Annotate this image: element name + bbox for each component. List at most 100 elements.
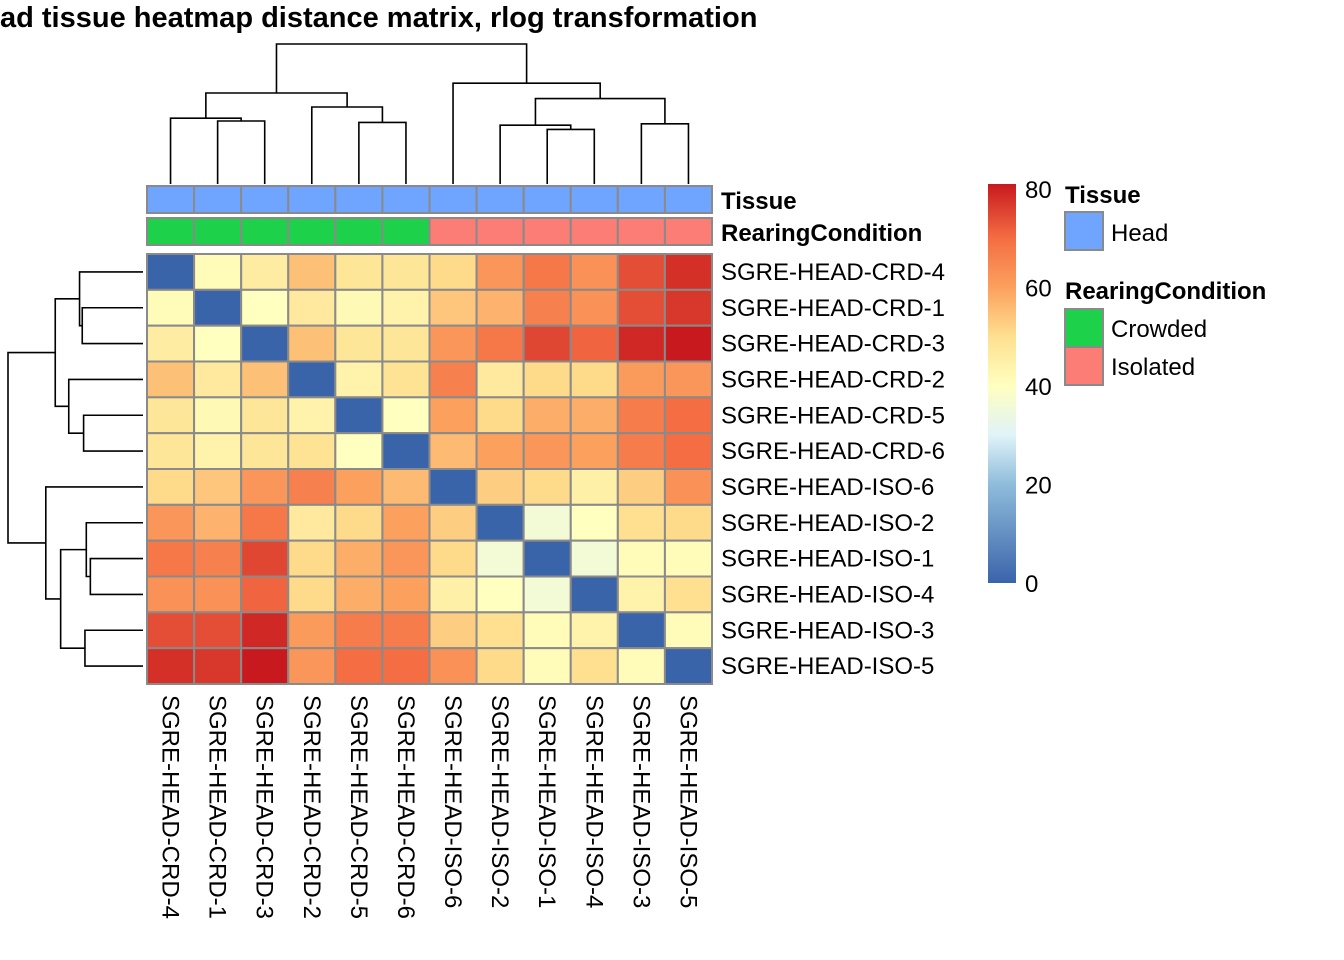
heatmap-cell — [193, 647, 243, 686]
rearing-annotation-cell — [522, 217, 572, 246]
heatmap-cell — [240, 611, 290, 650]
heatmap-cell — [616, 468, 666, 506]
heatmap-cell — [663, 432, 714, 470]
column-label: SGRE-HEAD-ISO-5 — [674, 695, 701, 908]
heatmap-cell — [146, 647, 196, 686]
heatmap-cell — [193, 288, 243, 327]
heatmap-cell — [475, 611, 525, 650]
heatmap-cell — [381, 575, 431, 614]
heatmap-cell — [146, 432, 196, 470]
row-label: SGRE-HEAD-CRD-4 — [721, 259, 945, 286]
heatmap-cell — [428, 432, 478, 470]
column-dendrogram-branch — [275, 43, 528, 93]
row-dendrogram-branch — [67, 378, 143, 434]
heatmap-cell — [334, 611, 384, 650]
column-label: SGRE-HEAD-ISO-6 — [439, 695, 466, 908]
row-dendrogram-branch — [81, 306, 143, 345]
heatmap-cell — [381, 539, 431, 578]
heatmap-cell — [522, 575, 572, 614]
heatmap-cell — [193, 253, 243, 291]
tissue-annotation-cell — [193, 185, 243, 214]
heatmap-cell — [334, 647, 384, 686]
heatmap-cell — [569, 468, 619, 506]
heatmap-cell — [287, 647, 337, 686]
heatmap-cell — [569, 539, 619, 578]
column-label: SGRE-HEAD-CRD-4 — [157, 695, 184, 919]
heatmap-cell — [475, 503, 525, 542]
heatmap-cell — [569, 611, 619, 650]
rearing-legend-label: Isolated — [1111, 354, 1195, 381]
rearing-legend-swatch — [1064, 346, 1104, 386]
heatmap-cell — [240, 432, 290, 470]
heatmap-cell — [475, 647, 525, 686]
heatmap-cell — [428, 575, 478, 614]
heatmap-cell — [193, 503, 243, 542]
heatmap-cell — [428, 396, 478, 435]
rearing-annotation-cell — [287, 217, 337, 246]
heatmap-cell — [334, 468, 384, 506]
heatmap-cell — [381, 253, 431, 291]
heatmap-cell — [522, 288, 572, 327]
column-dendrogram-branch — [640, 123, 690, 184]
colorbar — [988, 184, 1016, 583]
rearing-annotation-cell — [569, 217, 619, 246]
row-label: SGRE-HEAD-ISO-3 — [721, 617, 934, 644]
heatmap-cell — [240, 575, 290, 614]
tissue-annotation-cell — [240, 185, 290, 214]
row-label: SGRE-HEAD-CRD-3 — [721, 331, 945, 358]
heatmap-cell — [616, 396, 666, 435]
heatmap-cell — [663, 360, 714, 399]
heatmap-cell — [616, 611, 666, 650]
heatmap-cell — [475, 253, 525, 291]
heatmap-cell — [334, 432, 384, 470]
heatmap-cell — [240, 539, 290, 578]
row-label: SGRE-HEAD-CRD-6 — [721, 438, 945, 465]
heatmap-cell — [193, 468, 243, 506]
heatmap-cell — [146, 253, 196, 291]
heatmap-cell — [569, 288, 619, 327]
row-label: SGRE-HEAD-ISO-1 — [721, 546, 934, 573]
row-label: SGRE-HEAD-CRD-5 — [721, 402, 945, 429]
tissue-annotation-cell — [616, 185, 666, 214]
heatmap-cell — [428, 611, 478, 650]
heatmap-cell — [475, 575, 525, 614]
heatmap-cell — [569, 324, 619, 363]
heatmap-cell — [334, 253, 384, 291]
rearing-legend-swatch — [1064, 308, 1104, 348]
heatmap-cell — [522, 360, 572, 399]
heatmap-cell — [193, 611, 243, 650]
column-label: SGRE-HEAD-ISO-2 — [486, 695, 513, 908]
heatmap-cell — [287, 324, 337, 363]
heatmap-cell — [287, 253, 337, 291]
heatmap-cell — [146, 468, 196, 506]
tissue-annotation-cell — [663, 185, 714, 214]
heatmap-cell — [475, 396, 525, 435]
tissue-annotation-cell — [146, 185, 196, 214]
tissue-annotation-cell — [428, 185, 478, 214]
column-dendrogram-branch — [358, 121, 407, 184]
heatmap-cell — [522, 324, 572, 363]
heatmap-cell — [287, 539, 337, 578]
heatmap-cell — [569, 575, 619, 614]
heatmap-cell — [663, 575, 714, 614]
heatmap-cell — [381, 611, 431, 650]
colorbar-tick-label: 60 — [1025, 275, 1052, 302]
heatmap-cell — [428, 288, 478, 327]
heatmap-cell — [146, 503, 196, 542]
heatmap-cell — [428, 647, 478, 686]
rearing-annotation-cell — [475, 217, 525, 246]
heatmap-cell — [287, 396, 337, 435]
heatmap-cell — [381, 360, 431, 399]
tissue-legend-swatch — [1064, 211, 1104, 251]
heatmap-cell — [522, 647, 572, 686]
row-dendrogram-branch — [85, 521, 143, 578]
rearing-legend-title: RearingCondition — [1065, 278, 1266, 305]
tissue-legend-label: Head — [1111, 220, 1168, 247]
column-label: SGRE-HEAD-ISO-3 — [627, 695, 654, 908]
heatmap-cell — [193, 539, 243, 578]
heatmap-cell — [428, 468, 478, 506]
tissue-legend-title: Tissue — [1065, 182, 1141, 209]
colorbar-tick-label: 0 — [1025, 571, 1038, 598]
row-label: SGRE-HEAD-ISO-5 — [721, 653, 934, 680]
